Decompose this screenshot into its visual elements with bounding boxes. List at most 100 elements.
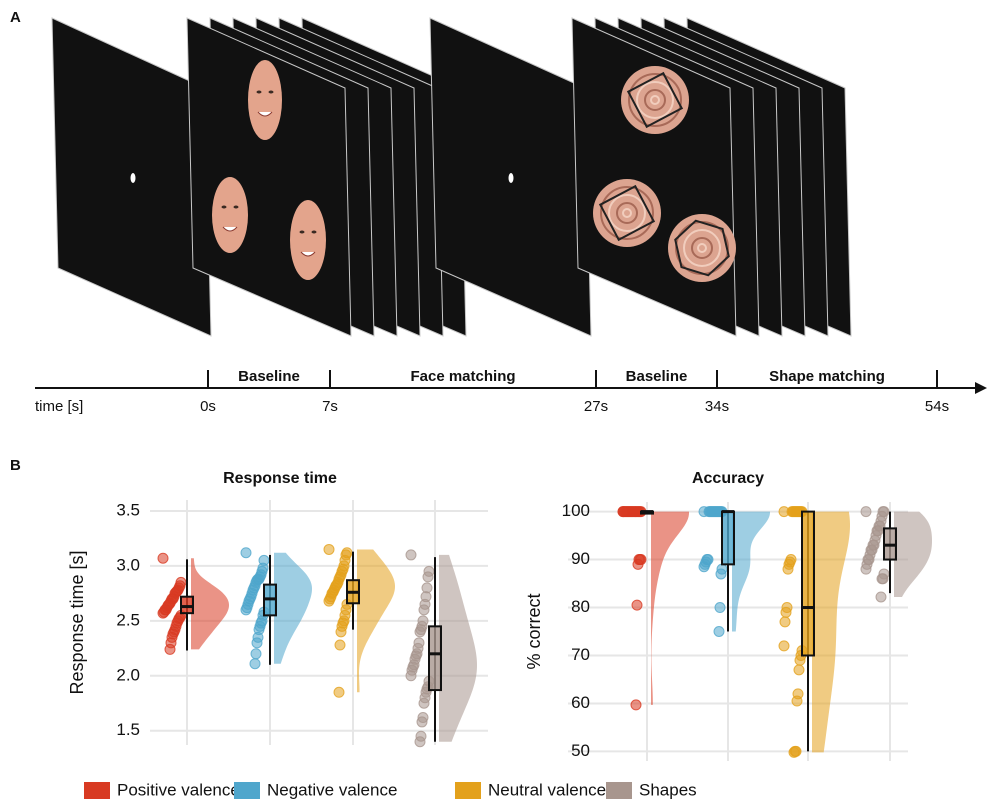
data-point: [241, 548, 251, 558]
y-tick-label: 100: [562, 501, 590, 520]
data-point: [877, 574, 887, 584]
legend-label: Neutral valence: [488, 780, 606, 799]
data-point: [415, 627, 425, 637]
time-axis-label: time [s]: [35, 398, 83, 415]
data-point: [419, 605, 429, 615]
data-point: [165, 644, 175, 654]
data-point: [792, 696, 802, 706]
time-tick-label: 7s: [322, 398, 338, 415]
data-point: [789, 747, 799, 757]
time-tick-label: 34s: [705, 398, 729, 415]
y-tick-label: 3.5: [116, 500, 140, 519]
y-tick-label: 70: [571, 645, 590, 664]
box-body: [722, 512, 734, 565]
stimuli-diagram: [52, 18, 851, 336]
data-point: [633, 559, 643, 569]
data-point: [241, 605, 251, 615]
data-point: [415, 737, 425, 747]
legend: Positive valence Negative valence Neutral …: [84, 780, 697, 799]
y-axis-label: Response time [s]: [67, 550, 87, 694]
phase-label: Face matching: [410, 368, 515, 385]
charts: Response time Response time [s] 1.5 2.0 2.5 3…: [67, 470, 932, 761]
shape-stimulus: [668, 214, 736, 282]
data-point: [787, 507, 797, 517]
panel-label: B: [10, 457, 21, 474]
data-point: [335, 640, 345, 650]
legend-swatch: [84, 782, 110, 799]
face-eye: [257, 91, 262, 94]
fixation-dot: [131, 173, 136, 183]
panel-label: A: [10, 9, 21, 26]
face-eye: [222, 206, 227, 209]
face-eye: [312, 231, 317, 234]
time-tick-label: 0s: [200, 398, 216, 415]
phase-label: Baseline: [238, 368, 300, 385]
legend-label: Positive valence: [117, 780, 240, 799]
density-cloud: [191, 558, 229, 649]
data-point: [631, 700, 641, 710]
y-axis-label: % correct: [524, 593, 544, 669]
face-stimulus: [248, 60, 282, 140]
data-point: [704, 507, 714, 517]
y-tick-label: 1.5: [116, 720, 140, 739]
data-point: [324, 596, 334, 606]
figure: A B time [s] 0s 7s 27s 34s 54s Baseline Face m…: [0, 0, 987, 801]
box-body: [429, 626, 441, 690]
y-tick-label: 90: [571, 549, 590, 568]
y-tick-label: 3.0: [116, 555, 140, 574]
face-eye: [269, 91, 274, 94]
data-point: [334, 687, 344, 697]
data-point: [861, 507, 871, 517]
time-tick-label: 27s: [584, 398, 608, 415]
y-tick-label: 2.5: [116, 610, 140, 629]
data-point: [419, 698, 429, 708]
data-point: [618, 507, 628, 517]
density-cloud: [894, 512, 932, 597]
data-point: [783, 564, 793, 574]
legend-swatch: [455, 782, 481, 799]
legend-label: Negative valence: [267, 780, 397, 799]
face-stimulus: [290, 200, 326, 280]
timeline: time [s] 0s 7s 27s 34s 54s Baseline Face match…: [35, 368, 987, 415]
box-body: [181, 597, 193, 613]
fixation-dot: [509, 173, 514, 183]
data-point: [716, 569, 726, 579]
data-point: [780, 617, 790, 627]
time-arrow: [975, 382, 987, 394]
data-point: [406, 550, 416, 560]
legend-swatch: [606, 782, 632, 799]
data-point: [699, 562, 709, 572]
y-tick-label: 2.0: [116, 665, 140, 684]
density-cloud: [274, 553, 312, 664]
face-eye: [300, 231, 305, 234]
data-point: [779, 641, 789, 651]
data-point: [861, 564, 871, 574]
data-point: [632, 600, 642, 610]
data-point: [336, 627, 346, 637]
data-point: [158, 608, 168, 618]
data-point: [715, 603, 725, 613]
data-point: [876, 592, 886, 602]
chart-title: Response time: [223, 470, 337, 487]
shape-stimulus: [593, 179, 661, 247]
phase-label: Baseline: [626, 368, 688, 385]
data-point: [795, 655, 805, 665]
time-tick-label: 54s: [925, 398, 949, 415]
data-point: [324, 544, 334, 554]
legend-swatch: [234, 782, 260, 799]
data-point: [417, 717, 427, 727]
data-point: [158, 553, 168, 563]
data-point: [781, 607, 791, 617]
box-body: [802, 512, 814, 656]
legend-label: Shapes: [639, 780, 697, 799]
data-point: [423, 572, 433, 582]
data-point: [250, 659, 260, 669]
phase-label: Shape matching: [769, 368, 885, 385]
y-tick-label: 50: [571, 741, 590, 760]
density-cloud: [439, 555, 477, 742]
face-eye: [234, 206, 239, 209]
density-cloud: [812, 512, 850, 753]
data-point: [794, 665, 804, 675]
face-stimulus: [212, 177, 248, 253]
y-tick-label: 60: [571, 693, 590, 712]
